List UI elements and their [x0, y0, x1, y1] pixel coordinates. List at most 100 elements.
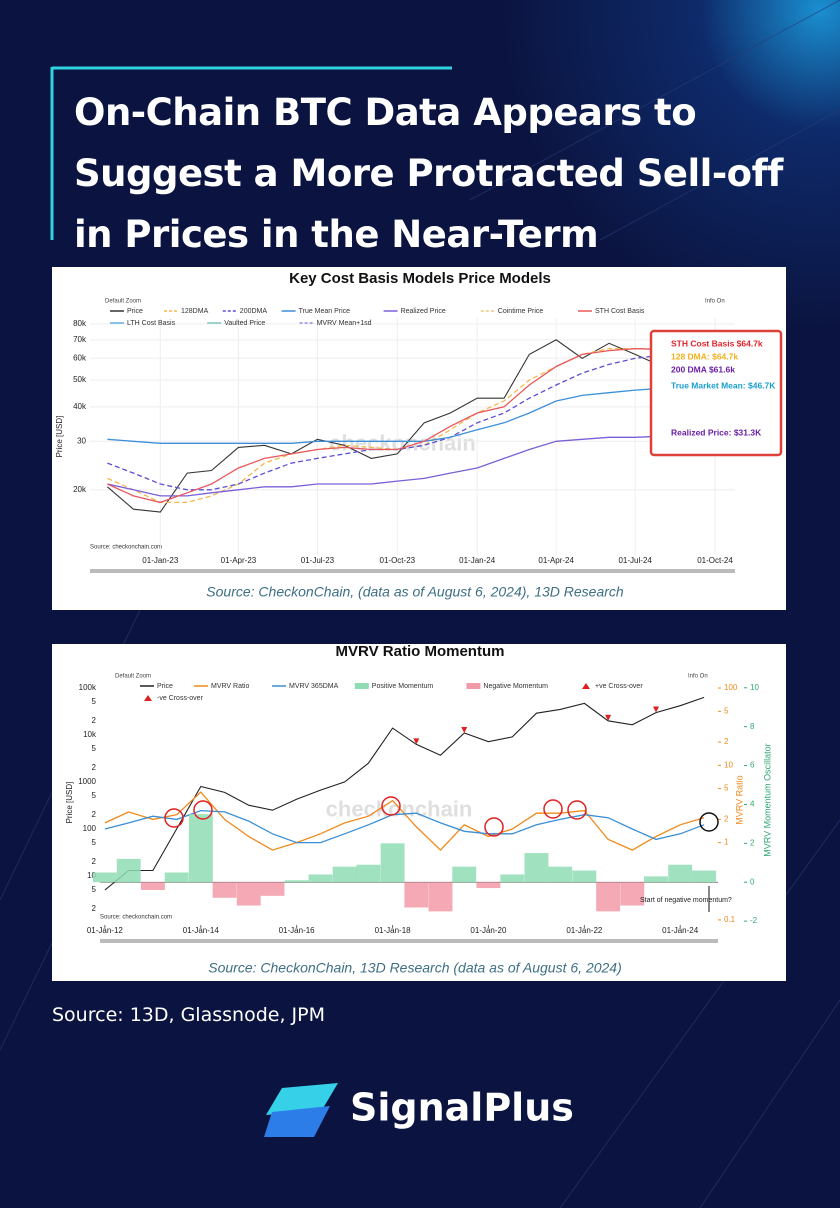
highlight-circle [567, 800, 587, 820]
series-line [104, 809, 705, 844]
legend-label: -ve Cross-over [157, 695, 204, 702]
series-line [107, 435, 663, 497]
annotation: 128 DMA: $64.7k [671, 351, 738, 361]
annotation: 200 DMA $61.6k [671, 364, 735, 374]
y-tick-label: 5 [92, 791, 97, 800]
x-tick-label: 01-Oct-23 [380, 556, 416, 565]
annotation: True Market Mean: $46.7K [671, 380, 776, 390]
y2-tick-label: 100 [724, 683, 738, 692]
y-tick-label: 20k [73, 485, 87, 494]
y-tick-label: 10k [83, 730, 97, 739]
crossover-marker [413, 738, 420, 745]
legend-swatch [354, 683, 369, 689]
y3-tick-label: 4 [750, 800, 755, 809]
x-tick-label: 01-Jan-24 [459, 556, 496, 565]
legend-swatch [466, 683, 481, 689]
legend-label: LTH Cost Basis [127, 320, 176, 327]
y2-tick-label: 1 [724, 838, 729, 847]
y3-axis-label: MVRV Momentum Oscillator [762, 743, 772, 856]
y-axis-label: Price [USD] [65, 782, 74, 824]
momentum-bar [692, 870, 717, 883]
momentum-bar [212, 882, 237, 898]
source-note: Source: checkonchain.com [90, 545, 162, 551]
momentum-bar [620, 882, 645, 906]
y-tick-label: 100 [83, 824, 97, 833]
y-tick-label: 50k [73, 375, 87, 384]
momentum-bar [404, 882, 429, 908]
legend-swatch [144, 695, 152, 701]
momentum-bar [308, 874, 333, 883]
x-tick-label: 01-Jan-22 [566, 926, 603, 935]
caption: Source: CheckonChain, 13D Research (data… [208, 960, 622, 976]
annotation: Start of negative momentum? [640, 897, 732, 904]
y-tick-label: 60k [73, 353, 87, 362]
series-line [104, 696, 705, 891]
momentum-bar [116, 858, 141, 883]
y-tick-label: 30 [77, 436, 86, 445]
momentum-bar [524, 853, 549, 883]
x-tick-label: 01-Jan-23 [142, 556, 179, 565]
legend-label: 128DMA [181, 308, 209, 315]
legend-label: MVRV Ratio [211, 683, 249, 690]
x-tick-label: 01-Oct-24 [697, 556, 733, 565]
momentum-bar [140, 882, 165, 890]
legend-label: MVRV Mean+1sd [317, 320, 372, 327]
info-label: Info On [688, 674, 708, 680]
chart-title: MVRV Ratio Momentum [336, 643, 505, 660]
series-line [107, 354, 663, 491]
y-tick-label: 80k [73, 319, 87, 328]
chart-panel: Key Cost Basis Models Price Models Source… [52, 267, 786, 610]
y-tick-label: 2 [92, 810, 97, 819]
y-tick-label: 2 [92, 716, 97, 725]
momentum-bar [644, 876, 668, 883]
momentum-bar [332, 866, 357, 883]
y-axis-label: Price [USD] [55, 416, 64, 458]
legend-label: Positive Momentum [372, 683, 434, 690]
crossover-marker [461, 727, 468, 734]
momentum-bar [164, 872, 189, 883]
info-label: Info On [705, 299, 725, 305]
x-tick-label: 01-Jan-14 [183, 926, 220, 935]
y-tick-label: 2 [92, 904, 97, 913]
y3-tick-label: 8 [750, 722, 755, 731]
momentum-bar [428, 882, 453, 912]
annotation: STH Cost Basis $64.7k [671, 338, 763, 348]
x-tick-label: 01-Jan-12 [87, 926, 124, 935]
y3-tick-label: 10 [750, 683, 759, 692]
zoom-label: Default Zoom [105, 299, 141, 305]
momentum-bar [236, 882, 261, 906]
x-tick-label: 01-Jul-24 [618, 556, 652, 565]
highlight-circle [543, 799, 563, 819]
y2-tick-label: 5 [724, 706, 729, 715]
logo-icon [264, 1083, 338, 1137]
range-slider [100, 939, 718, 943]
x-tick-label: 01-Apr-23 [221, 556, 257, 565]
y2-tick-label: 2 [724, 814, 729, 823]
y3-tick-label: 2 [750, 838, 755, 847]
series-line [107, 339, 663, 513]
y2-tick-label: 5 [724, 784, 729, 793]
highlight-circle [484, 817, 504, 837]
x-tick-label: 01-Apr-24 [538, 556, 574, 565]
momentum-bar [452, 866, 477, 883]
series-line [107, 348, 663, 504]
caption: Source: CheckonChain, (data as of August… [206, 584, 624, 600]
annotation: Realized Price: $31.3K [671, 427, 762, 437]
highlight-circle [164, 808, 184, 828]
momentum-bar [668, 864, 693, 883]
highlight-circle [381, 796, 401, 816]
y2-tick-label: 0.1 [724, 915, 736, 924]
momentum-bar [572, 870, 597, 883]
momentum-bar [260, 882, 285, 896]
headline: On-Chain BTC Data Appears to Suggest a M… [74, 91, 783, 256]
highlight-circle [699, 812, 719, 832]
annotation-box [649, 329, 783, 457]
momentum-bar [596, 882, 621, 912]
chart-title: Key Cost Basis Models Price Models [289, 270, 551, 287]
y3-tick-label: 6 [750, 761, 755, 770]
momentum-bar [92, 872, 117, 883]
y-tick-label: 5 [92, 838, 97, 847]
y-tick-label: 5 [92, 697, 97, 706]
